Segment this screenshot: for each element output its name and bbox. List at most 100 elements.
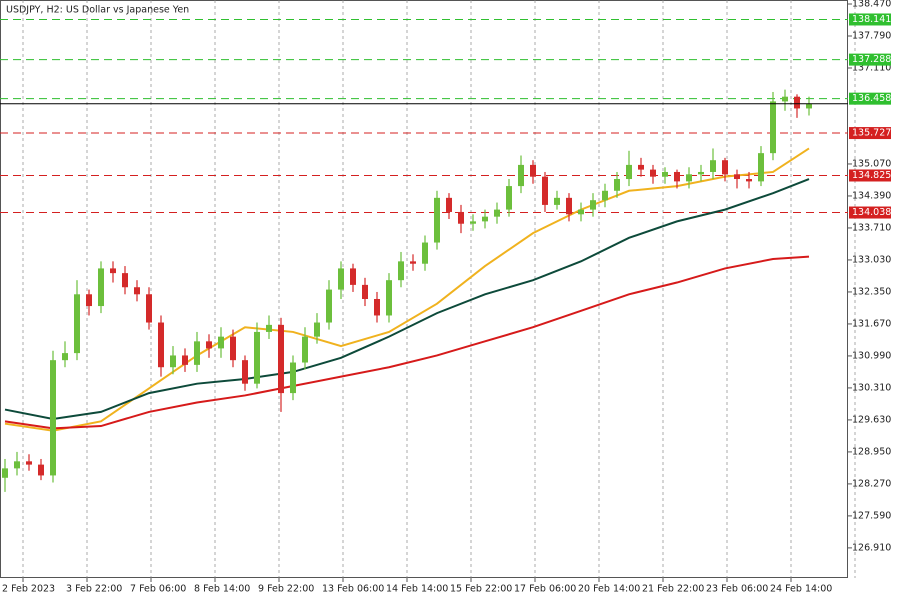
- candle-body: [38, 464, 44, 476]
- candle-body: [290, 362, 296, 394]
- moving-average-line: [4, 147, 810, 432]
- candle-body: [446, 197, 452, 212]
- candle-body: [230, 336, 236, 361]
- candle-body: [194, 341, 200, 365]
- level-label: 134.825: [852, 170, 891, 181]
- candle-body: [122, 273, 128, 288]
- candle-body: [170, 355, 176, 368]
- grid: [0, 0, 856, 578]
- plot-frame: [0, 0, 848, 578]
- candle-body: [722, 160, 728, 175]
- x-tick-label: 7 Feb 06:00: [130, 584, 186, 595]
- candle-body: [158, 322, 164, 368]
- chart-title: USDJPY, H2: US Dollar vs Japanese Yen: [6, 5, 189, 16]
- candle-body: [674, 171, 680, 182]
- candle-body: [458, 211, 464, 224]
- candle-body: [62, 353, 68, 361]
- x-tick-label: 8 Feb 14:00: [194, 584, 250, 595]
- y-tick-label: 135.070: [852, 158, 891, 169]
- x-tick-label: 23 Feb 06:00: [706, 584, 768, 595]
- level-label-box: [849, 169, 891, 182]
- candle-body: [638, 164, 644, 170]
- candle-body: [86, 294, 92, 307]
- y-tick-label: 133.710: [852, 222, 891, 233]
- level-label-box: [849, 53, 891, 66]
- candle-body: [26, 461, 32, 465]
- y-tick-label: 133.030: [852, 254, 891, 265]
- x-tick-label: 9 Feb 22:00: [258, 584, 314, 595]
- candle-body: [554, 197, 560, 205]
- candle-body: [110, 268, 116, 274]
- y-tick-label: 137.110: [852, 62, 891, 73]
- candle-body: [242, 360, 248, 384]
- candle-body: [422, 242, 428, 264]
- candle-body: [362, 284, 368, 299]
- candle-body: [770, 101, 776, 154]
- candle-body: [314, 322, 320, 337]
- moving-average-line: [4, 178, 810, 420]
- x-tick-label: 13 Feb 06:00: [322, 584, 384, 595]
- candle-body: [494, 209, 500, 217]
- candle-body: [374, 298, 380, 316]
- y-tick-label: 129.630: [852, 414, 891, 425]
- x-tick-label: 3 Feb 22:00: [66, 584, 122, 595]
- candle-body: [410, 261, 416, 264]
- candle-body: [518, 164, 524, 187]
- candle-body: [146, 294, 152, 323]
- candle-body: [302, 336, 308, 363]
- x-tick-label: 15 Feb 22:00: [450, 584, 512, 595]
- x-tick-label: 20 Feb 14:00: [578, 584, 640, 595]
- x-tick-label: 2 Feb 2023: [2, 584, 55, 595]
- candle-body: [14, 461, 20, 469]
- candle-body: [50, 360, 56, 476]
- candle-body: [806, 103, 812, 109]
- candle-body: [206, 341, 212, 349]
- level-label-box: [849, 127, 891, 140]
- candle-body: [134, 287, 140, 295]
- candle-body: [686, 174, 692, 182]
- candle-body: [626, 164, 632, 180]
- candle-body: [182, 355, 188, 365]
- candle-body: [2, 468, 8, 478]
- candle-body: [566, 197, 572, 215]
- candle-body: [614, 179, 620, 191]
- candle-body: [350, 268, 356, 285]
- level-label: 137.288: [852, 54, 891, 65]
- candle-body: [710, 160, 716, 172]
- candle-body: [482, 216, 488, 222]
- candle-body: [326, 289, 332, 323]
- candle-body: [74, 294, 80, 354]
- level-label: 138.141: [852, 14, 891, 25]
- level-label: 134.038: [852, 207, 891, 218]
- x-tick-label: 21 Feb 22:00: [642, 584, 704, 595]
- candle-body: [398, 261, 404, 281]
- candle-body: [662, 171, 668, 177]
- candle-body: [794, 96, 800, 109]
- level-label-box: [849, 92, 891, 105]
- candle-body: [590, 200, 596, 210]
- level-label: 135.727: [852, 128, 891, 139]
- candle-body: [254, 331, 260, 384]
- candle-body: [782, 96, 788, 102]
- candle-body: [218, 336, 224, 349]
- candle-body: [338, 268, 344, 290]
- y-tick-label: 128.270: [852, 478, 891, 489]
- x-tick-label: 24 Feb 14:00: [770, 584, 832, 595]
- y-tick-label: 131.670: [852, 318, 891, 329]
- x-tick-label: 14 Feb 14:00: [386, 584, 448, 595]
- y-tick-label: 130.990: [852, 350, 891, 361]
- candle-body: [470, 221, 476, 224]
- y-tick-label: 138.470: [852, 0, 891, 9]
- y-tick-label: 132.350: [852, 286, 891, 297]
- candle-body: [266, 324, 272, 332]
- y-tick-label: 128.950: [852, 446, 891, 457]
- moving-average-line: [4, 255, 810, 430]
- candle-body: [278, 324, 284, 394]
- x-tick-label: 17 Feb 06:00: [514, 584, 576, 595]
- candle-body: [506, 186, 512, 210]
- y-tick-label: 127.590: [852, 510, 891, 521]
- candle-body: [698, 171, 704, 175]
- candle-body: [530, 164, 536, 177]
